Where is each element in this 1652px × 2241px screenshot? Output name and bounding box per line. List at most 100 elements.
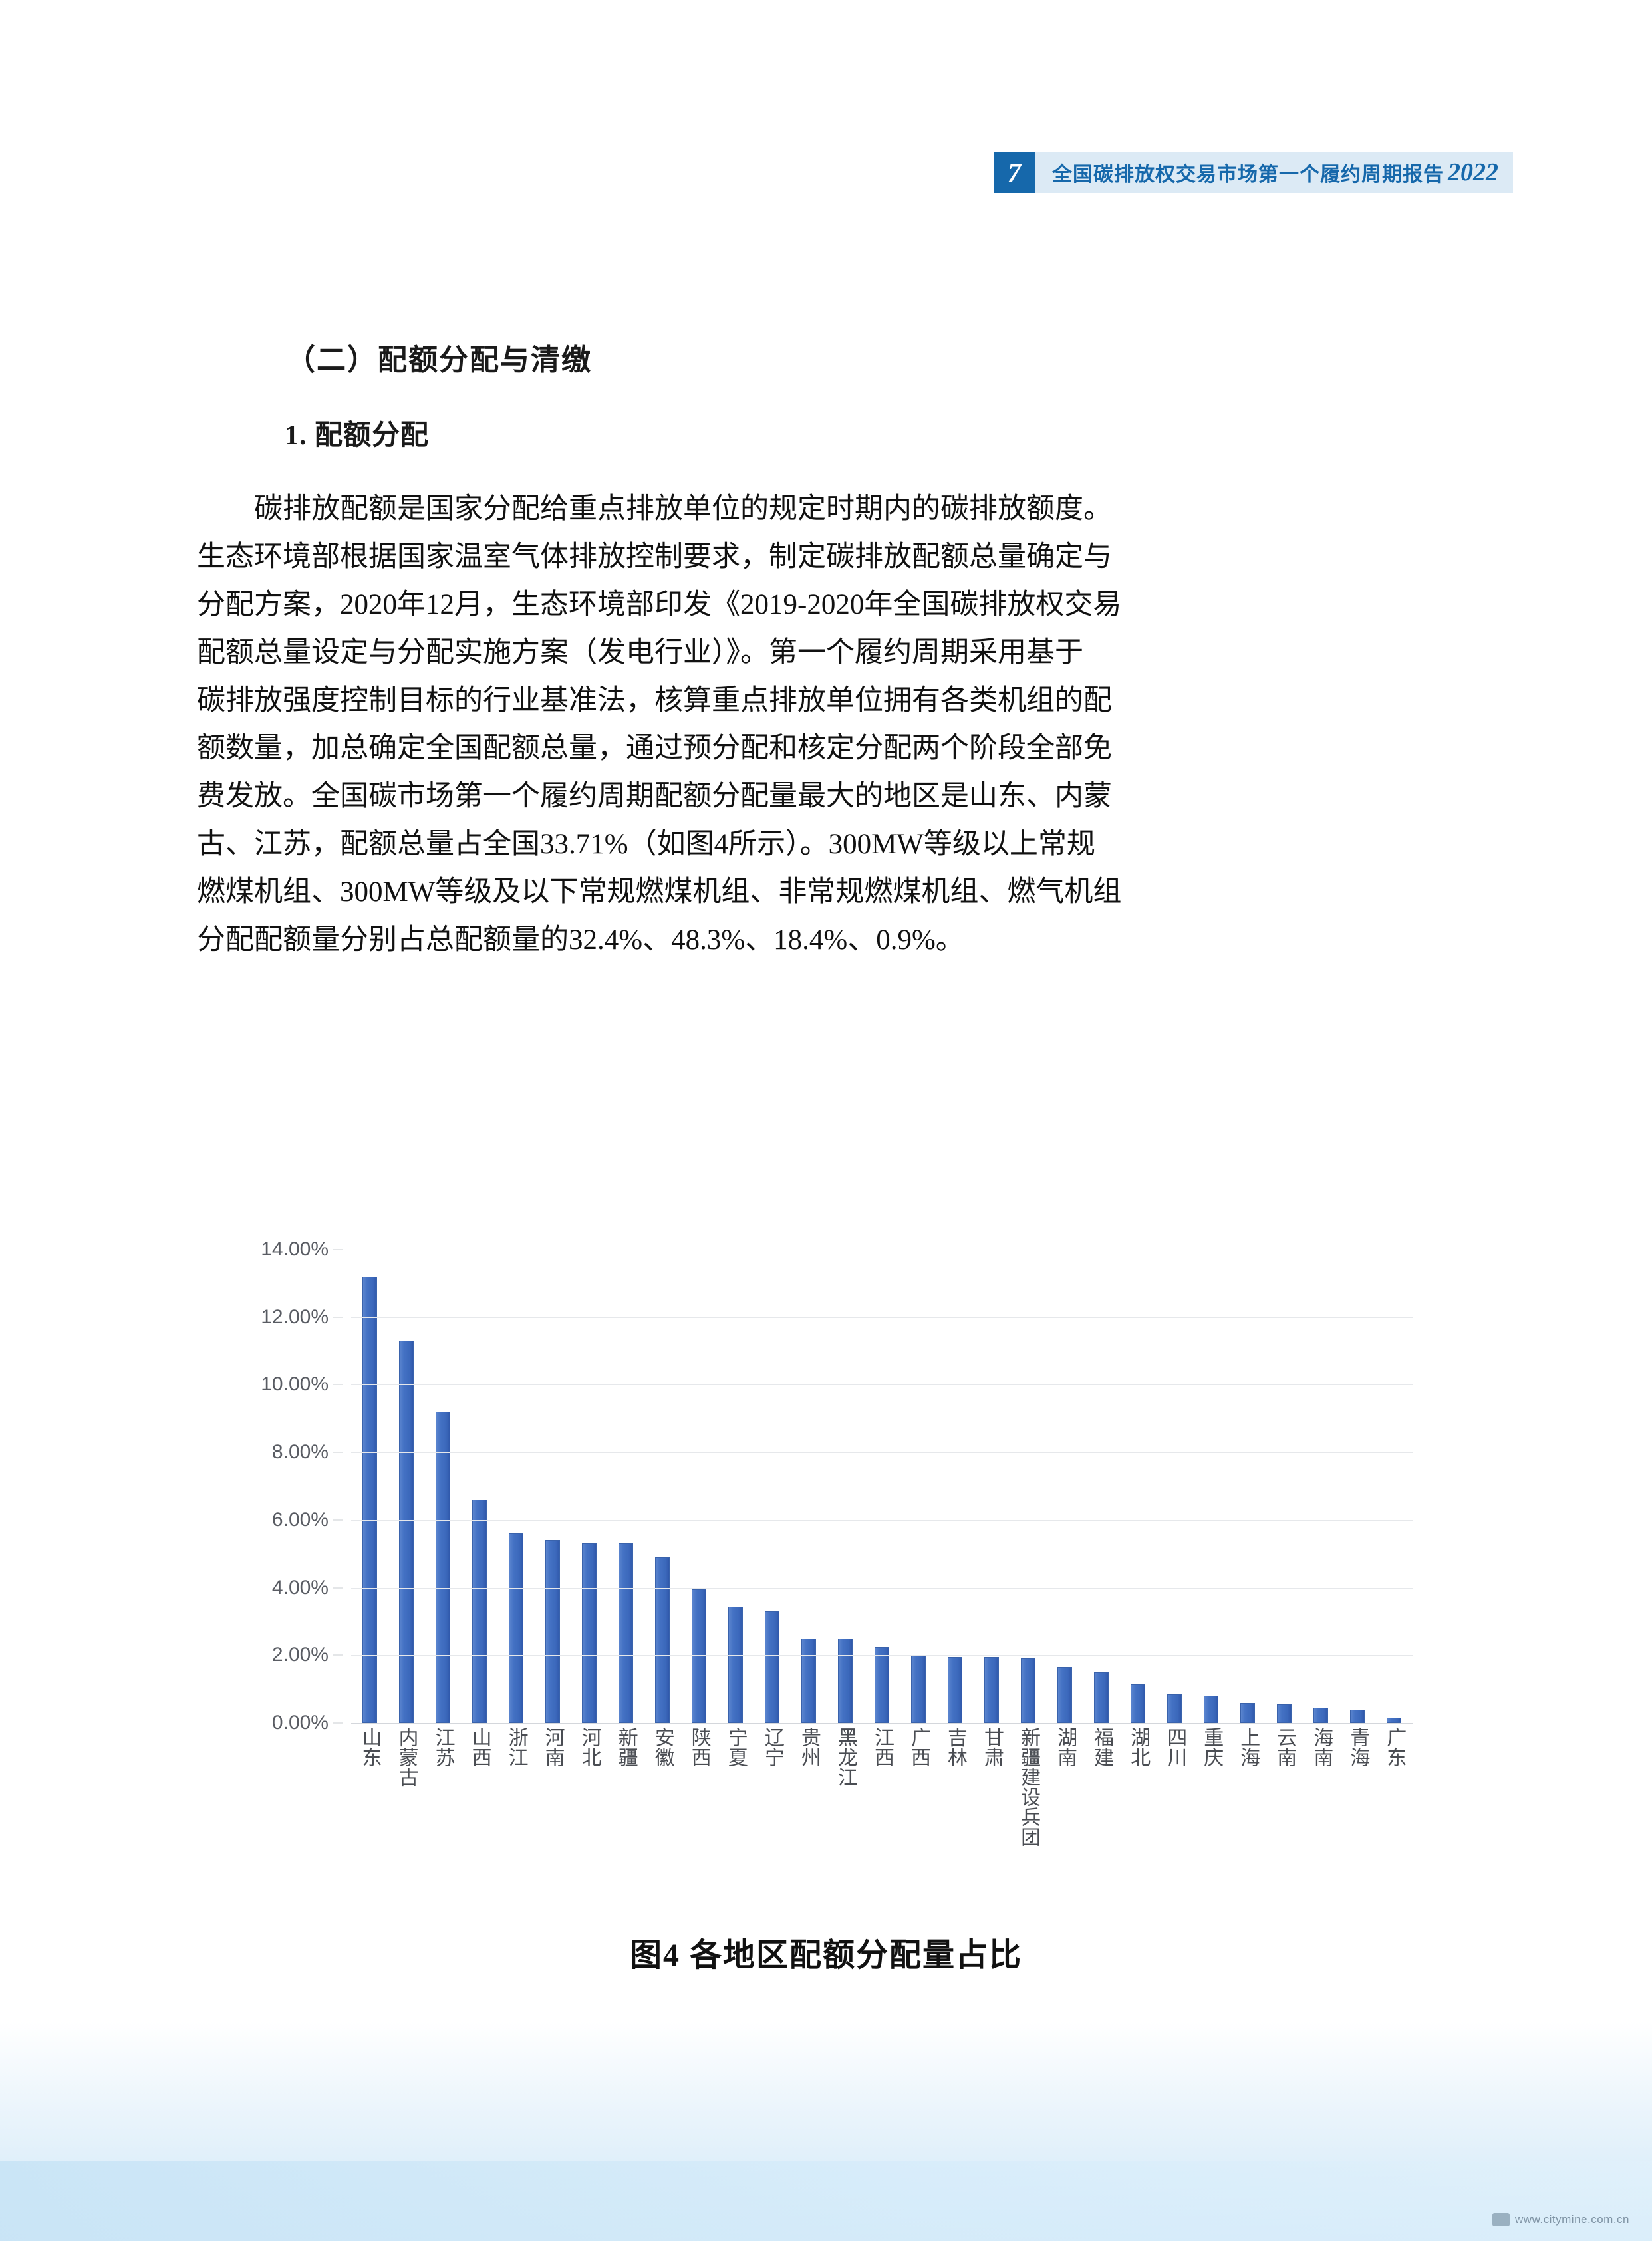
chart-bar [1204,1696,1219,1723]
chart-bar-cell [863,1250,900,1723]
chart-x-cell: 浙江 [497,1727,534,1900]
chart-x-cell: 新疆 [607,1727,644,1900]
subsection-heading: 1. 配额分配 [285,420,430,451]
chart-bars [351,1250,1413,1723]
body-line: 碳排放强度控制目标的行业基准法，核算重点排放单位拥有各类机组的配 [197,685,1112,716]
page-header: 7 全国碳排放权交易市场第一个履约周期报告 2022 [994,152,1513,193]
chart-y-tick [333,1722,343,1724]
chart-bar [1057,1667,1073,1723]
chart-x-cell: 新疆建设兵团 [1010,1727,1047,1900]
chart-x-cell: 贵州 [790,1727,827,1900]
chart-y-tick [333,1452,343,1453]
chart-x-cell: 河北 [571,1727,607,1900]
chart-x-cell: 广西 [900,1727,936,1900]
chart-bar-cell [680,1250,717,1723]
chart-bar [728,1606,743,1723]
chart-bar-cell [974,1250,1010,1723]
chart-x-cell: 陕西 [680,1727,717,1900]
body-line: 额数量，加总确定全国配额总量，通过预分配和核定分配两个阶段全部免 [197,733,1112,764]
chart-bar [984,1656,1000,1723]
body-line: 生态环境部根据国家温室气体排放控制要求，制定碳排放配额总量确定与 [197,541,1112,573]
chart-bar [910,1655,926,1723]
chart-x-cell: 河南 [534,1727,571,1900]
chart-x-cell: 四川 [1157,1727,1193,1900]
chart-y-tick-label: 12.00% [261,1305,329,1328]
chart-x-tick-label: 湖南 [1054,1727,1077,1767]
chart-x-tick-label: 新疆建设兵团 [1018,1727,1040,1847]
chart-bar-cell [1230,1250,1266,1723]
chart-x-cell: 吉林 [937,1727,974,1900]
watermark-url: www.citymine.com.cn [1515,2213,1629,2226]
chart-x-tick-label: 湖北 [1127,1727,1150,1767]
chart-x-cell: 甘肃 [974,1727,1010,1900]
chart-bar [691,1589,706,1723]
chart-bar [1240,1702,1256,1723]
chart-bar [398,1341,414,1723]
chart-bar-cell [1303,1250,1339,1723]
chart-bar-cell [1339,1250,1376,1723]
chart-bar-cell [571,1250,607,1723]
chart-bar [1094,1672,1109,1723]
footer-watermark: www.citymine.com.cn [1492,2213,1629,2226]
chart-bar [837,1638,853,1723]
chart-x-tick-label: 广东 [1383,1727,1406,1767]
chart-bar-cell [1376,1250,1413,1723]
chart-x-tick-label: 四川 [1164,1727,1186,1767]
chart-bar-cell [424,1250,461,1723]
chart-x-tick-label: 山西 [468,1727,491,1767]
chart-bar-cell [717,1250,754,1723]
chart-x-tick-label: 广西 [907,1727,930,1767]
chart-gridline [351,1723,1413,1724]
chart-y-tick-label: 0.00% [271,1712,329,1734]
chart-x-tick-label: 甘肃 [981,1727,1004,1767]
chart-gridline [351,1587,1413,1589]
chart-x-tick-label: 黑龙江 [834,1727,857,1787]
chart-bar-cell [461,1250,497,1723]
chart-y-tick-label: 6.00% [271,1508,329,1531]
body-line: 燃煤机组、300MW等级及以下常规燃煤机组、非常规燃煤机组、燃气机组 [197,876,1122,908]
chart-x-cell: 辽宁 [754,1727,790,1900]
body-line: 费发放。全国碳市场第一个履约周期配额分配量最大的地区是山东、内蒙 [197,781,1112,812]
chart-x-cell: 上海 [1230,1727,1266,1900]
chart-x-tick-label: 海南 [1310,1727,1333,1767]
chart-bar [508,1533,523,1723]
chart-bar-cell [937,1250,974,1723]
chart-x-tick-label: 福建 [1091,1727,1113,1767]
chart-bar-cell [1010,1250,1047,1723]
chart-bar-cell [1120,1250,1157,1723]
page-bottom-gradient [0,2022,1652,2241]
chart-bar [1313,1708,1329,1723]
chart-bar [545,1540,560,1723]
chart-bar-cell [827,1250,863,1723]
chart-bar [435,1412,450,1723]
chart-x-cell: 内蒙古 [388,1727,424,1900]
chart-bar [1350,1709,1365,1723]
chart-bar [618,1543,633,1723]
chart-y-tick [333,1654,343,1656]
report-year: 2022 [1448,158,1498,186]
chart-bar-cell [1083,1250,1120,1723]
chart-bar-cell [1193,1250,1230,1723]
chart-x-tick-label: 辽宁 [761,1727,783,1767]
chart-x-cell: 湖南 [1047,1727,1083,1900]
chart-y-tick [333,1519,343,1521]
chart-bar-cell [388,1250,424,1723]
chart-bar-cell [351,1250,388,1723]
chart-x-cell: 宁夏 [717,1727,754,1900]
chart-x-tick-label: 陕西 [688,1727,710,1767]
chart-x-tick-label: 山东 [358,1727,381,1767]
section-heading: （二）配额分配与清缴 [286,344,592,376]
chart-bar [948,1656,963,1723]
chart-x-cell: 湖北 [1120,1727,1157,1900]
allocation-bar-chart: 14.00% 12.00% 10.00% 8.00% 6.00% 4.00% 2.00% 0.… [219,1234,1437,1905]
chart-bar [654,1557,670,1723]
chart-x-tick-label: 浙江 [505,1727,527,1767]
chart-bar-cell [534,1250,571,1723]
chart-x-cell: 海南 [1303,1727,1339,1900]
chart-x-cell: 山东 [351,1727,388,1900]
body-line: 分配配额量分别占总配额量的32.4%、48.3%、18.4%、0.9%。 [197,924,964,956]
chart-x-tick-label: 吉林 [944,1727,967,1767]
chart-y-tick [333,1587,343,1589]
chart-x-tick-label: 江苏 [432,1727,454,1767]
chart-x-cell: 福建 [1083,1727,1120,1900]
